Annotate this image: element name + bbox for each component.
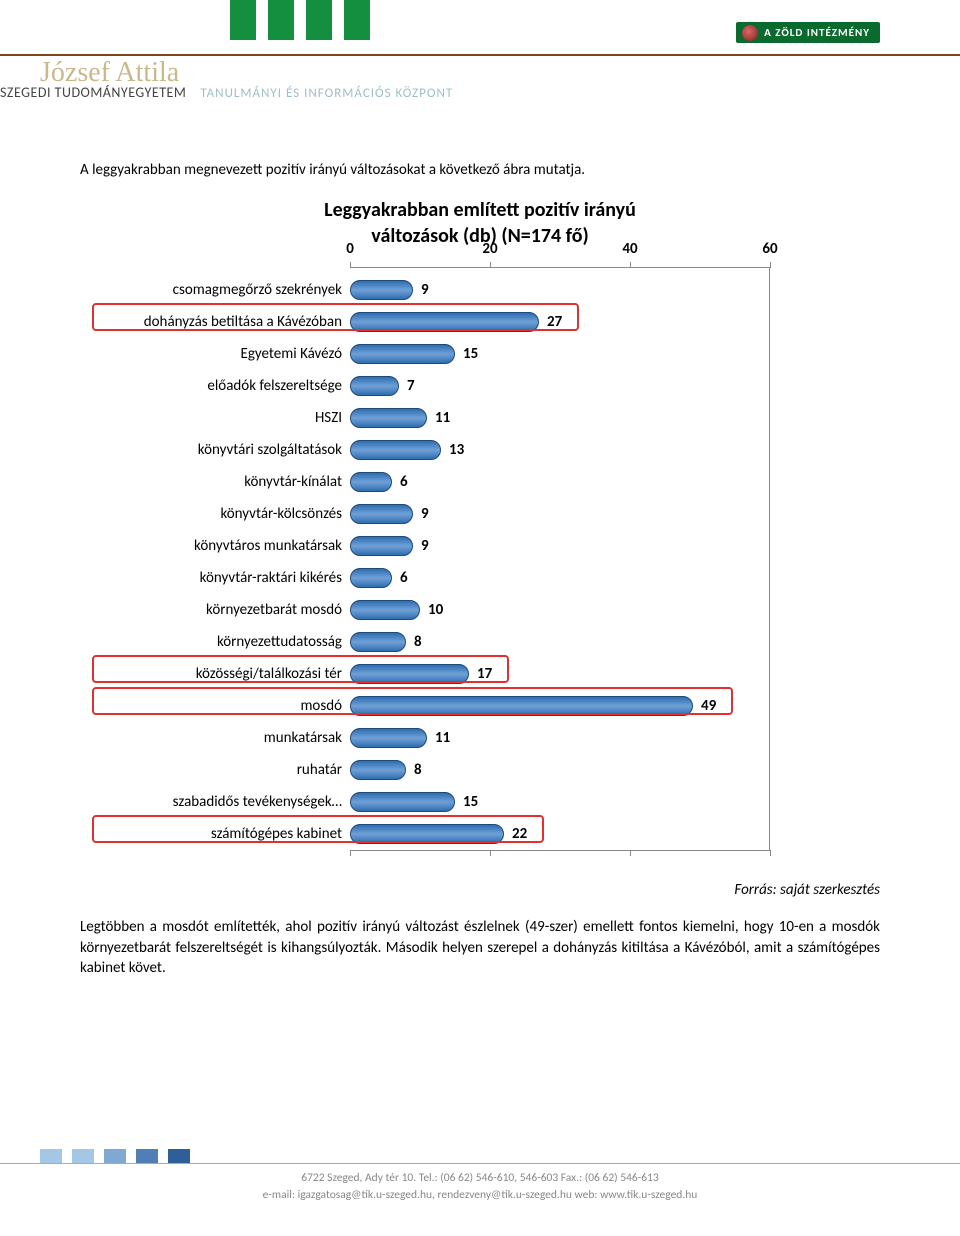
- bar-row: előadók felszereltsége7: [350, 370, 770, 402]
- bar-label: könyvtár-kínálat: [90, 474, 342, 491]
- bar-value: 7: [407, 377, 415, 395]
- bar: [350, 664, 469, 684]
- bar-value: 49: [701, 697, 716, 715]
- bar-label: könyvtári szolgáltatások: [90, 442, 342, 459]
- bar-value: 8: [414, 633, 422, 651]
- bar-label: környezetbarát mosdó: [90, 602, 342, 619]
- bar-label: könyvtár-raktári kikérés: [90, 570, 342, 587]
- bar-row: könyvtári szolgáltatások13: [350, 434, 770, 466]
- bar-label: könyvtár-kölcsönzés: [90, 506, 342, 523]
- bar-label: mosdó: [90, 698, 342, 715]
- bar-label: HSZI: [90, 410, 342, 427]
- bar: [350, 440, 441, 460]
- bar-value: 6: [400, 569, 408, 587]
- footer-line1: 6722 Szeged, Ady tér 10. Tel.: (06 62) 5…: [301, 1171, 658, 1185]
- bar-label: számítógépes kabinet: [90, 826, 342, 843]
- institution-row: József Attila SZEGEDI TUDOMÁNYEGYETEM TA…: [0, 62, 960, 101]
- bar-value: 6: [400, 473, 408, 491]
- bar-row: könyvtár-raktári kikérés6: [350, 562, 770, 594]
- bar-label: Egyetemi Kávézó: [90, 346, 342, 363]
- institution-subunit: TANULMÁNYI ÉS INFORMÁCIÓS KÖZPONT: [200, 86, 453, 101]
- bar-row: szabadidős tevékenységek…15: [350, 786, 770, 818]
- chart-title-line1: Leggyakrabban említett pozitív irányú: [324, 198, 636, 222]
- page-footer: 6722 Szeged, Ady tér 10. Tel.: (06 62) 5…: [0, 1149, 960, 1205]
- bar-row: környezettudatosság8: [350, 626, 770, 658]
- bar: [350, 504, 413, 524]
- footer-stripes: [40, 1149, 960, 1163]
- bar-value: 9: [421, 281, 429, 299]
- bar: [350, 632, 406, 652]
- bar-row: munkatársak11: [350, 722, 770, 754]
- bar-label: könyvtáros munkatársak: [90, 538, 342, 555]
- bar-value: 17: [477, 665, 492, 683]
- bar-label: előadók felszereltsége: [90, 378, 342, 395]
- bar: [350, 280, 413, 300]
- bar-value: 9: [421, 505, 429, 523]
- analysis-paragraph: Legtöbben a mosdót említették, ahol pozi…: [80, 917, 880, 978]
- bar-label: dohányzás betiltása a Kávézóban: [90, 314, 342, 331]
- bar: [350, 696, 693, 716]
- bar: [350, 536, 413, 556]
- header-stripes: [230, 0, 370, 40]
- page-header: A ZÖLD INTÉZMÉNY: [0, 0, 960, 40]
- chart-title-line2: változások (db) (N=174 fő): [371, 224, 588, 248]
- bar-row: könyvtáros munkatársak9: [350, 530, 770, 562]
- bar-value: 10: [428, 601, 443, 619]
- institution-name: SZEGEDI TUDOMÁNYEGYETEM: [0, 84, 186, 101]
- bar-value: 8: [414, 761, 422, 779]
- bar-row: ruhatár8: [350, 754, 770, 786]
- bar: [350, 568, 392, 588]
- bar: [350, 312, 539, 332]
- intro-text: A leggyakrabban megnevezett pozitív irán…: [80, 161, 880, 179]
- bar-label: ruhatár: [90, 762, 342, 779]
- bar-value: 15: [463, 793, 478, 811]
- bar-row: közösségi/találkozási tér17: [350, 658, 770, 690]
- x-tick-label: 20: [482, 240, 497, 258]
- bar-row: könyvtár-kölcsönzés9: [350, 498, 770, 530]
- chart-title: Leggyakrabban említett pozitív irányú vá…: [80, 197, 880, 249]
- header-divider: [0, 54, 960, 56]
- x-tick-label: 40: [622, 240, 637, 258]
- green-institution-badge: A ZÖLD INTÉZMÉNY: [736, 22, 880, 43]
- bar: [350, 376, 399, 396]
- bar-row: mosdó49: [350, 690, 770, 722]
- chart-plot-area: 0204060csomagmegőrző szekrények9dohányzá…: [350, 267, 770, 851]
- bar-row: dohányzás betiltása a Kávézóban27: [350, 306, 770, 338]
- signature-graphic: József Attila: [0, 62, 186, 84]
- footer-line2: e-mail: igazgatosag@tik.u-szeged.hu, ren…: [263, 1188, 698, 1202]
- bar-row: környezetbarát mosdó10: [350, 594, 770, 626]
- bar-value: 11: [435, 729, 450, 747]
- bar: [350, 728, 427, 748]
- x-tick-label: 60: [762, 240, 777, 258]
- bar: [350, 408, 427, 428]
- bar-value: 9: [421, 537, 429, 555]
- bar-label: közösségi/találkozási tér: [90, 666, 342, 683]
- bar: [350, 600, 420, 620]
- bar-label: csomagmegőrző szekrények: [90, 282, 342, 299]
- bar-row: Egyetemi Kávézó15: [350, 338, 770, 370]
- bar: [350, 792, 455, 812]
- bar-value: 11: [435, 409, 450, 427]
- bar-label: munkatársak: [90, 730, 342, 747]
- bar-value: 13: [449, 441, 464, 459]
- bar-value: 15: [463, 345, 478, 363]
- x-tick-label: 0: [346, 240, 354, 258]
- bar-row: könyvtár-kínálat6: [350, 466, 770, 498]
- bar-row: HSZI11: [350, 402, 770, 434]
- bar-row: csomagmegőrző szekrények9: [350, 274, 770, 306]
- bar-chart: 0204060csomagmegőrző szekrények9dohányzá…: [90, 267, 780, 851]
- bar-label: környezettudatosság: [90, 634, 342, 651]
- bar-label: szabadidős tevékenységek…: [90, 794, 342, 811]
- bar: [350, 344, 455, 364]
- bar: [350, 472, 392, 492]
- bar-value: 22: [512, 825, 527, 843]
- bar: [350, 824, 504, 844]
- bar-row: számítógépes kabinet22: [350, 818, 770, 850]
- bar: [350, 760, 406, 780]
- bar-value: 27: [547, 313, 562, 331]
- chart-source: Forrás: saját szerkesztés: [80, 881, 880, 899]
